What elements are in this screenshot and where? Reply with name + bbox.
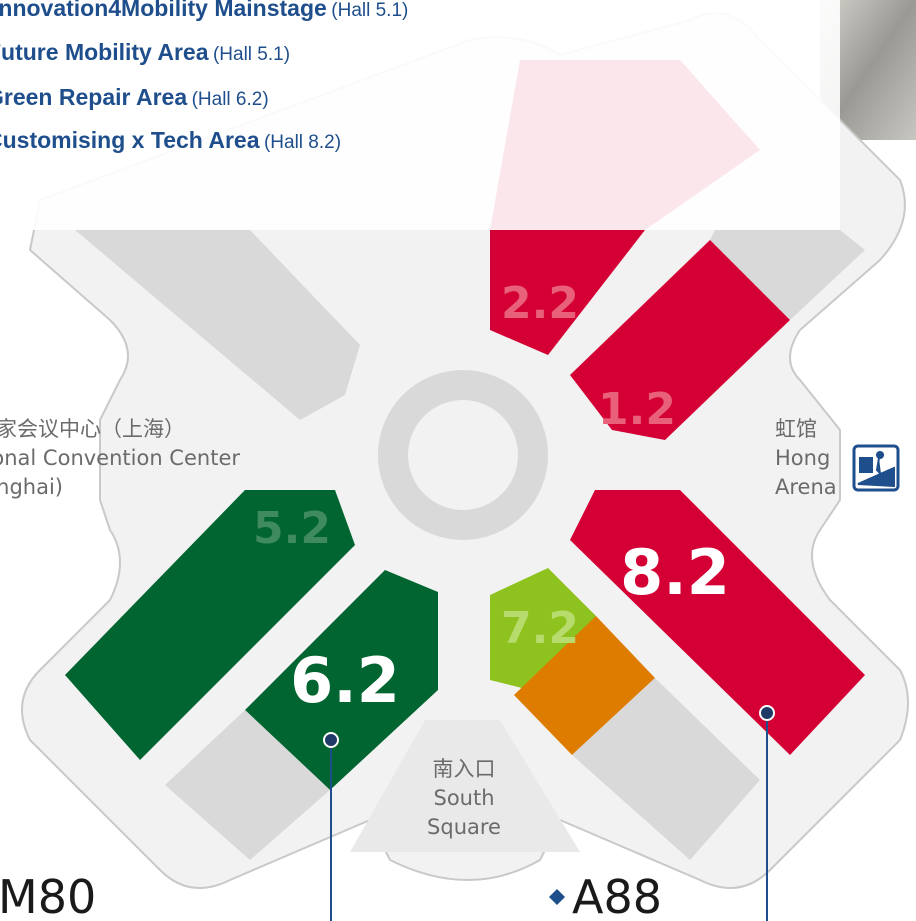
venue-label: Hong (775, 446, 830, 470)
venue-label: (Shanghai) (0, 475, 63, 499)
hall-label: 6.2 (290, 644, 400, 717)
venue-label: Arena (775, 475, 837, 499)
legend-name: Green Repair Area (0, 84, 187, 110)
venue-label: 虹馆 (775, 417, 817, 441)
venue-label: South (433, 786, 494, 810)
legend-hall: (Hall 8.2) (264, 132, 341, 153)
venue-map: Innovation4Mobility Mainstage (Hall 5.1)… (0, 0, 916, 921)
legend-hall: (Hall 6.2) (192, 89, 269, 110)
hall-label: 7.2 (501, 603, 579, 654)
venue-label: Square (427, 815, 501, 839)
legend-name: Customising x Tech Area (0, 127, 260, 153)
legend-panel (0, 0, 840, 230)
legend-name: Future Mobility Area (0, 39, 209, 65)
legend-name: Innovation4Mobility Mainstage (0, 0, 327, 21)
route-label: A88 (572, 870, 662, 921)
venue-label: National Convention Center (0, 446, 240, 470)
hall-label: 1.2 (598, 384, 676, 435)
route-label: M80 (0, 870, 96, 921)
hall-label: 8.2 (620, 536, 730, 609)
venue-label: 国家会议中心（上海） (0, 417, 185, 441)
pin (760, 706, 774, 720)
pin (324, 733, 338, 747)
legend-item: Innovation4Mobility Mainstage (Hall 5.1) (0, 0, 408, 21)
hall-label: 5.2 (253, 503, 331, 554)
venue-label: 南入口 (433, 757, 496, 781)
legend-hall: (Hall 5.1) (213, 44, 290, 65)
legend-hall: (Hall 5.1) (331, 0, 408, 21)
hall-label: 2.2 (501, 278, 579, 329)
